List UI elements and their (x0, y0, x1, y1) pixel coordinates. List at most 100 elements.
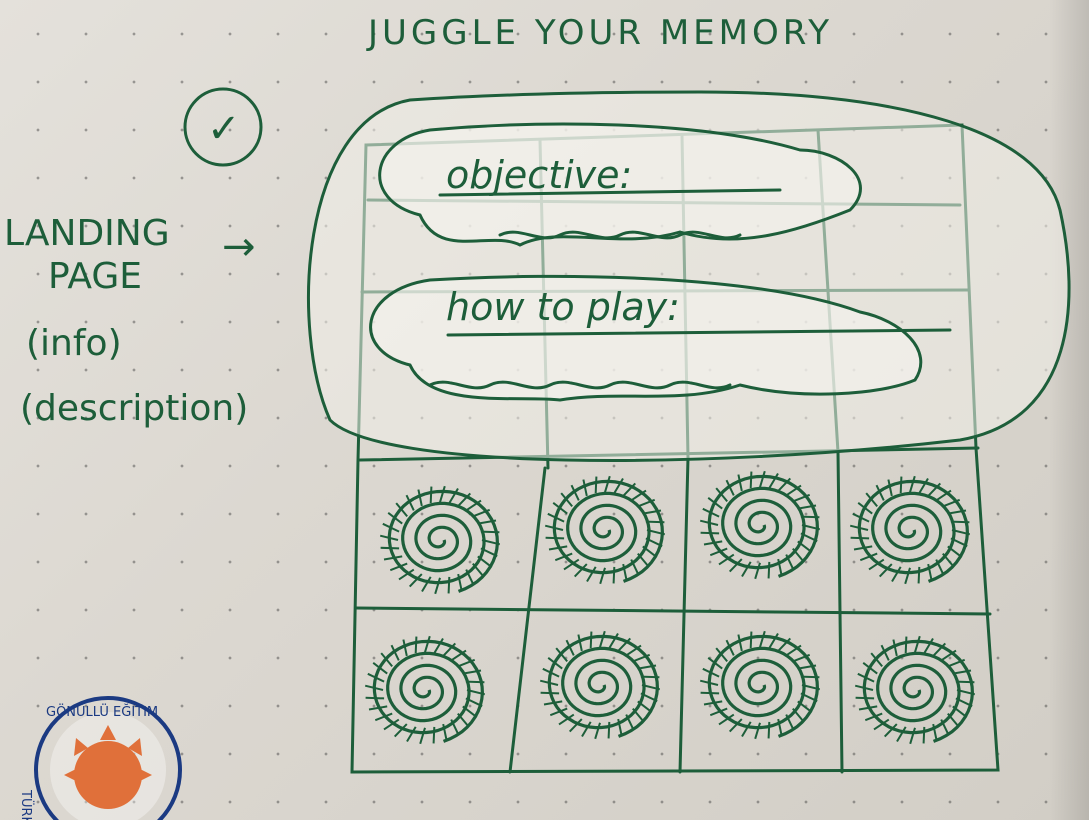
spiral-hatch (883, 723, 898, 738)
spiral-hatch (637, 552, 650, 568)
spiral-hatch (364, 684, 384, 691)
spiral-hatch (785, 714, 795, 731)
spiral-hatch (718, 713, 735, 726)
spiral-hatch (405, 494, 415, 511)
spiral-hatch (942, 498, 961, 508)
spiral-hatch (785, 644, 802, 657)
spiral-hatch (586, 566, 597, 583)
spiral-hatch (741, 721, 752, 738)
organization-logo (34, 696, 182, 820)
spiral-hatch (641, 684, 661, 691)
spiral-hatch (434, 577, 441, 595)
spiral-stroke (547, 634, 660, 738)
spiral-card-icon[interactable] (539, 630, 661, 740)
spiral-hatch (952, 705, 968, 718)
spiral-hatch (850, 536, 870, 540)
page-edge-shadow (1049, 0, 1089, 820)
objective-cloud (378, 122, 862, 247)
spiral-card-icon[interactable] (364, 635, 486, 745)
how-to-play-squiggle (428, 380, 732, 390)
spiral-hatch (777, 637, 792, 652)
spiral-hatch (548, 545, 568, 551)
spiral-hatch (637, 498, 656, 508)
spiral-hatch (439, 485, 446, 503)
spiral-hatch (432, 726, 436, 744)
spiral-card-icon[interactable] (379, 485, 501, 595)
spiral-hatch (878, 563, 893, 578)
spiral-card-icon[interactable] (854, 635, 976, 745)
spiral-hatch (433, 637, 444, 654)
spiral-hatch (849, 524, 869, 531)
spiral-card-icon[interactable] (699, 630, 821, 740)
spiral-hatch (955, 680, 975, 684)
spiral-hatch (383, 718, 400, 731)
spiral-hatch (637, 700, 653, 713)
spiral-card-icon[interactable] (544, 475, 666, 585)
spiral-hatch (646, 529, 666, 536)
spiral-hatch (617, 637, 632, 652)
spiral-hatch (792, 653, 811, 663)
spiral-hatch (857, 502, 873, 515)
spiral-hatch (543, 700, 563, 706)
spiral-hatch (862, 662, 878, 675)
spiral-hatch (380, 546, 400, 550)
spiral-hatch (477, 555, 493, 568)
side-label-line-3: (info) (26, 323, 122, 364)
spiral-hatch (768, 632, 779, 649)
spiral-hatch (952, 669, 972, 675)
spiral-hatch (640, 692, 658, 703)
spiral-hatch (927, 563, 933, 581)
spiral-hatch (554, 552, 573, 562)
spiral-hatch (737, 634, 743, 652)
spiral-hatch (604, 475, 611, 493)
spiral-hatch (950, 537, 968, 548)
spiral-hatch (875, 484, 885, 501)
spiral-hatch (892, 639, 898, 657)
spiral-hatch (613, 477, 624, 494)
spiral-hatch (389, 562, 408, 572)
objective-underline (438, 188, 782, 197)
stamp-ring-text: GÖNÜLLÜ EĞITIM (46, 703, 158, 720)
objective-squiggle (498, 230, 742, 240)
spiral-hatch (462, 705, 478, 718)
spiral-hatch (700, 691, 720, 695)
spiral-hatch (414, 636, 418, 654)
spiral-hatch (868, 558, 885, 571)
spiral-hatch (558, 713, 575, 726)
spiral-hatch (801, 524, 821, 531)
spiral-hatch (465, 569, 475, 586)
spiral-hatch (800, 515, 820, 519)
spiral-hatch (932, 642, 947, 657)
spiral-hatch (555, 647, 568, 663)
spiral-stroke (857, 479, 970, 583)
spiral-card-icon[interactable] (849, 475, 971, 585)
spiral-hatch (801, 684, 821, 691)
spiral-hatch (785, 554, 795, 571)
spiral-hatch (447, 576, 451, 594)
spiral-hatch (792, 493, 811, 503)
spiral-hatch (940, 649, 957, 662)
spiral-card-icon[interactable] (699, 470, 821, 580)
spiral-hatch (718, 553, 735, 566)
spiral-hatch (702, 507, 720, 518)
spiral-hatch (395, 502, 408, 518)
spiral-hatch (380, 652, 393, 668)
spiral-hatch (442, 642, 457, 657)
spiral-hatch (800, 675, 820, 679)
spiral-hatch (792, 547, 805, 563)
spiral-hatch (539, 679, 559, 686)
spiral-hatch (382, 522, 400, 533)
spiral-hatch (549, 707, 568, 717)
grid-line-v1b (508, 466, 547, 774)
spiral-hatch (800, 532, 818, 543)
spiral-hatch (582, 479, 588, 497)
spiral-hatch (942, 552, 955, 568)
info-box (307, 90, 1071, 462)
spiral-hatch (899, 476, 903, 494)
spiral-hatch (367, 672, 385, 683)
spiral-hatch (599, 630, 606, 648)
spiral-hatch (896, 726, 907, 743)
spiral-hatch (914, 635, 921, 653)
side-label-line-2: PAGE (48, 256, 142, 297)
spiral-hatch (630, 559, 640, 576)
